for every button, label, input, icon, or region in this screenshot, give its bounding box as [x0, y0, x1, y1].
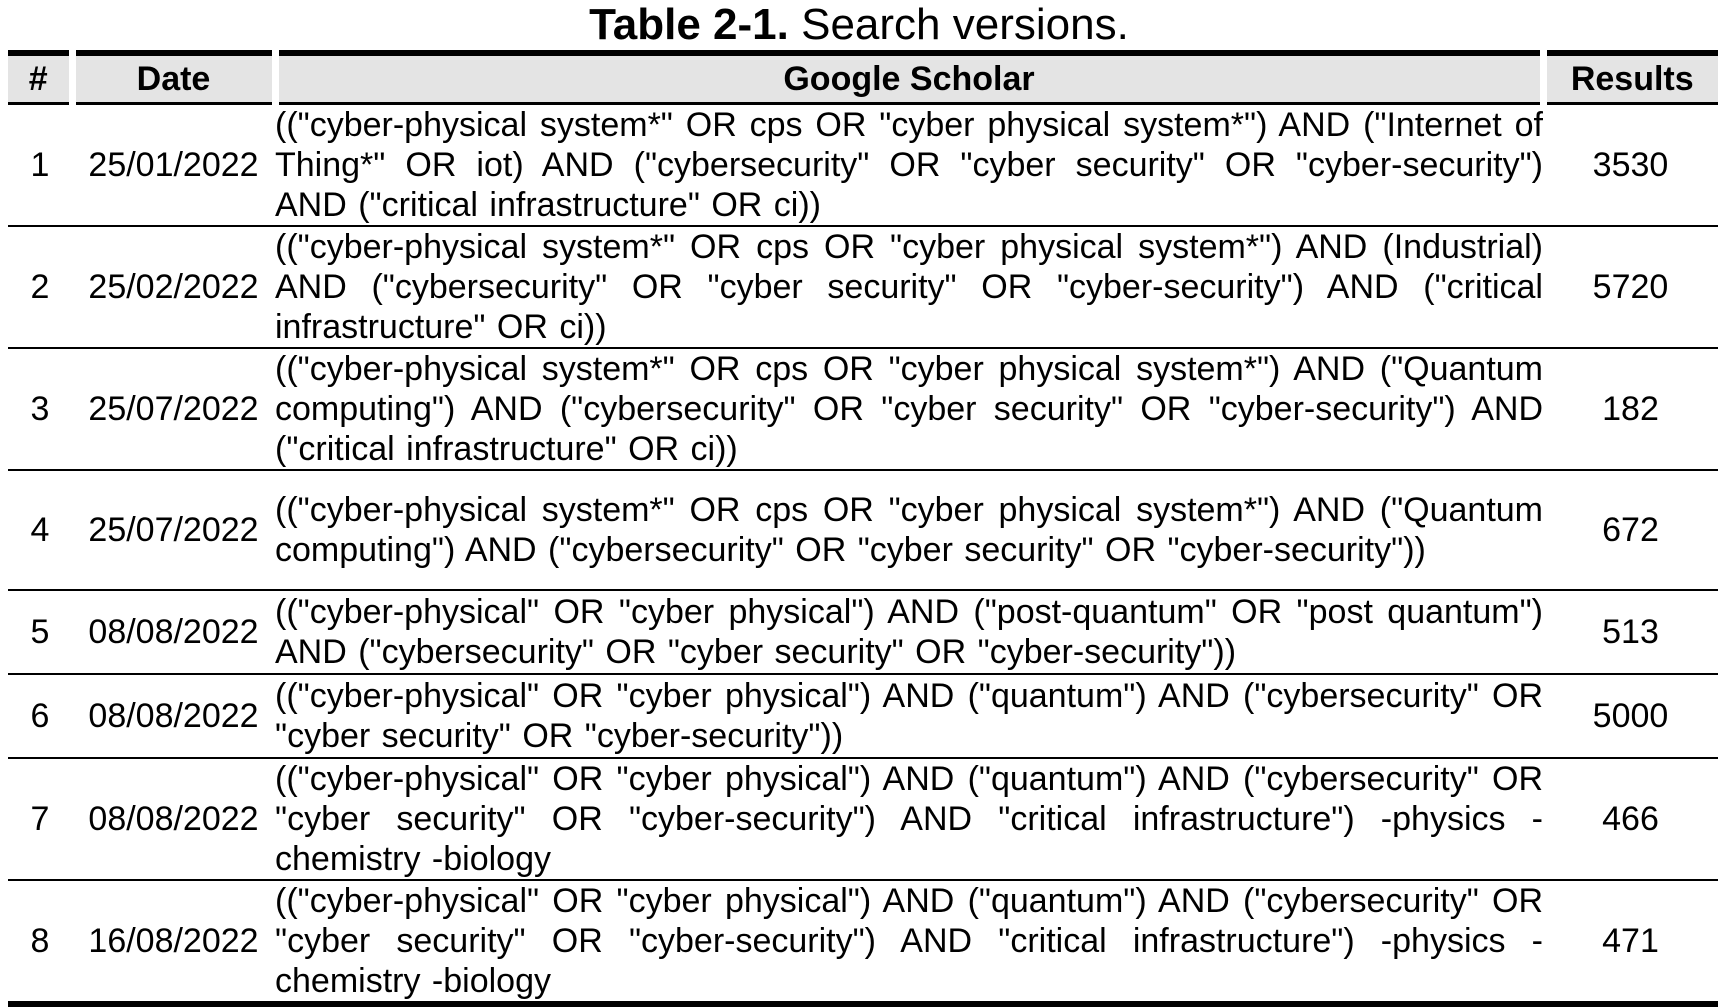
row-results: 5720: [1543, 226, 1718, 349]
row-results: 182: [1543, 348, 1718, 471]
row-number: 6: [8, 674, 72, 759]
caption-title: Search versions.: [801, 0, 1129, 49]
caption-label: Table 2-1.: [589, 0, 789, 49]
row-number: 1: [8, 103, 72, 227]
table-row: 2 25/02/2022 (("cyber-physical system*" …: [8, 226, 1718, 349]
row-query: (("cyber-physical" OR "cyber physical") …: [275, 590, 1543, 675]
row-number: 4: [8, 470, 72, 591]
row-date: 08/08/2022: [72, 758, 275, 881]
row-date: 25/07/2022: [72, 470, 275, 591]
header-results: Results: [1539, 53, 1718, 105]
row-results: 466: [1543, 758, 1718, 881]
table-row: 7 08/08/2022 (("cyber-physical" OR "cybe…: [8, 758, 1718, 881]
row-date: 25/07/2022: [72, 348, 275, 471]
row-query: (("cyber-physical" OR "cyber physical") …: [275, 758, 1543, 881]
table-caption: Table 2-1. Search versions.: [0, 0, 1718, 50]
table-row: 4 25/07/2022 (("cyber-physical system*" …: [8, 470, 1718, 591]
header-date: Date: [68, 53, 275, 105]
row-date: 16/08/2022: [88, 921, 259, 960]
row-query: (("cyber-physical system*" OR cps OR "cy…: [275, 348, 1543, 471]
row-results: 3530: [1543, 103, 1718, 227]
table-row: 1 25/01/2022 (("cyber-physical system*" …: [8, 103, 1718, 227]
row-results: 471: [1602, 921, 1659, 960]
row-date: 25/01/2022: [72, 103, 275, 227]
row-number: 5: [8, 590, 72, 675]
row-date: 25/02/2022: [72, 226, 275, 349]
row-date: 08/08/2022: [72, 590, 275, 675]
row-query: (("cyber-physical system*" OR cps OR "cy…: [275, 470, 1543, 591]
row-number: 8: [30, 921, 50, 960]
header-google-scholar: Google Scholar: [271, 53, 1543, 105]
row-date: 08/08/2022: [72, 674, 275, 759]
table-row: 6 08/08/2022 (("cyber-physical" OR "cybe…: [8, 674, 1718, 759]
table-row: 5 08/08/2022 (("cyber-physical" OR "cybe…: [8, 590, 1718, 675]
row-results: 672: [1543, 470, 1718, 591]
search-versions-table: # Date Google Scholar Results 1 25/01/20…: [8, 50, 1718, 1007]
table-header-row: # Date Google Scholar Results: [8, 53, 1718, 105]
row-results: 5000: [1543, 674, 1718, 759]
table-row: 3 25/07/2022 (("cyber-physical system*" …: [8, 348, 1718, 471]
row-query: (("cyber-physical" OR "cyber physical") …: [275, 882, 1543, 1000]
row-query: (("cyber-physical system*" OR cps OR "cy…: [275, 226, 1543, 349]
row-number: 2: [8, 226, 72, 349]
row-number: 3: [8, 348, 72, 471]
row-query: (("cyber-physical" OR "cyber physical") …: [275, 674, 1543, 759]
row-number: 7: [8, 758, 72, 881]
row-results: 513: [1543, 590, 1718, 675]
header-number: #: [8, 53, 72, 105]
table-row: 8 16/08/2022 (("cyber-physical" OR "cybe…: [8, 880, 1718, 1004]
row-query: (("cyber-physical system*" OR cps OR "cy…: [275, 103, 1543, 227]
